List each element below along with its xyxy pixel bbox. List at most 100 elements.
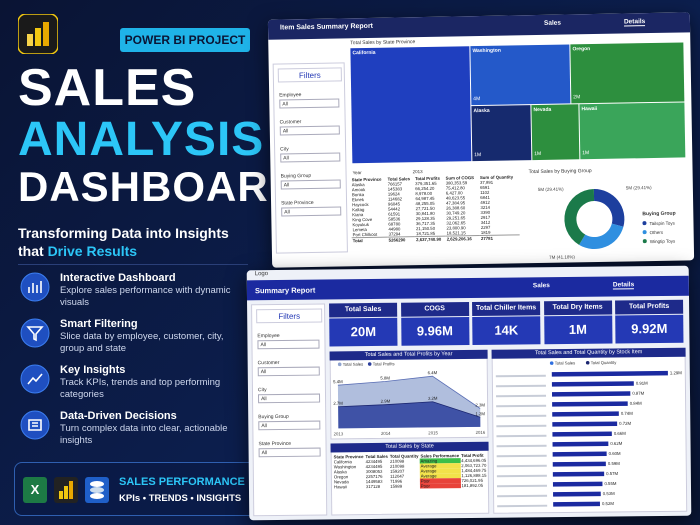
value-label: 0.57M: [606, 471, 618, 476]
bar: [551, 391, 631, 397]
table-cell: Hawaii: [333, 484, 347, 490]
label-placeholder: [495, 374, 546, 378]
value-label: 1.2M: [475, 411, 485, 416]
value-label: 0.52M: [602, 501, 614, 506]
feature-text: Turn complex data into clear, actionable…: [60, 423, 228, 446]
bar: [552, 411, 619, 417]
divider: [18, 264, 248, 265]
feature-title: Data-Driven Decisions: [60, 410, 177, 422]
tool-icons: X: [23, 477, 109, 503]
tile-label: 4M: [473, 96, 481, 103]
filter-label: Customer: [257, 359, 280, 367]
kpi-label: Total Sales: [329, 302, 398, 318]
icon-glyph: [28, 281, 42, 293]
filter-label: Buying Group: [280, 172, 312, 180]
legend-swatch: [642, 239, 647, 244]
tab[interactable]: Details: [612, 281, 635, 290]
value-label: 0.55M: [604, 481, 616, 486]
tile-label: 1M: [474, 151, 482, 159]
tile-label: 2M: [573, 94, 581, 101]
bar: [552, 461, 606, 467]
tab[interactable]: Sales: [532, 282, 550, 290]
table-cell: Total: [352, 238, 363, 244]
table-cell: 5266290: [388, 237, 406, 243]
tile-name: Hawaii: [581, 105, 598, 113]
value-label: 0.59M: [608, 461, 620, 466]
area-line: [337, 375, 481, 409]
label-placeholder: [497, 494, 548, 498]
kpi-value: 9.92M: [615, 314, 684, 344]
feature-icon: [20, 364, 50, 394]
value-label: 6.4M: [428, 370, 438, 375]
filter-select: All: [280, 179, 341, 190]
value-label: 2.3M: [475, 402, 485, 407]
value-label: 0.60M: [609, 451, 621, 456]
filter-panel: Filters Employee All Customer All City All Buyi…: [272, 62, 348, 254]
label-placeholder: [496, 404, 547, 408]
value-label: 5.8M: [380, 375, 390, 380]
label-placeholder: [496, 474, 547, 478]
kpi-label: Total Chiller Items: [472, 301, 541, 316]
table-cell: 2,629,206.16: [446, 236, 472, 242]
value-label: 2.9M: [381, 399, 391, 404]
value-label: 0.87M: [632, 391, 644, 396]
bar: [552, 421, 618, 427]
legend-swatch: [642, 221, 647, 226]
filter-label: Employee: [279, 92, 302, 99]
label-placeholder: [496, 434, 547, 438]
bar: [553, 491, 601, 497]
table-cell: 317128: [365, 483, 381, 490]
badge: POWER BI PROJECT: [120, 28, 250, 52]
tagline-highlight: Drive Results: [47, 243, 138, 260]
filter-panel: Filters Employee All Customer All City All Buyi…: [251, 303, 328, 517]
bar: [552, 441, 609, 447]
legend-entry: Others: [650, 230, 664, 235]
bar: [552, 481, 603, 487]
filter-select: All: [279, 125, 340, 136]
legend-swatch: [642, 230, 647, 235]
label-placeholder: [495, 384, 546, 388]
value-label: 3.2M: [428, 396, 438, 401]
treemap-tile: Nevada 1M: [531, 104, 580, 161]
table-year-label: Year: [352, 170, 362, 176]
data-table: State Province Total Sales Total Profits Su…: [351, 174, 520, 244]
footer-subtitle: KPIs • TRENDS • INSIGHTS: [119, 493, 242, 504]
kpi-value: 20M: [329, 317, 398, 347]
label-placeholder: [496, 444, 547, 448]
filter-label: City: [280, 146, 289, 153]
feature-text: Explore sales performance with dynamic v…: [60, 285, 231, 308]
legend-entry: Total Sales: [555, 360, 576, 365]
value-label: 0.84M: [630, 401, 642, 406]
label-placeholder: [497, 504, 548, 508]
legend-swatch: [549, 361, 554, 365]
table-cell: 2,637,740.90: [416, 236, 442, 243]
icon-glyph: [28, 419, 42, 431]
tab[interactable]: Sales: [543, 19, 562, 27]
legend-entry: Total Profits: [373, 361, 395, 366]
headline: DASHBOARD: [18, 163, 300, 210]
bar-chart: Total Sales Total Quantity 1.29M 0.91M 0.87M…: [495, 360, 682, 508]
tile-label: 1M: [582, 150, 590, 157]
x-tick-label: 2013: [334, 431, 344, 436]
tile-name: Oregon: [572, 46, 591, 53]
filters-title: Filters: [256, 308, 323, 324]
chart-title: Total Sales by State: [330, 441, 489, 453]
table-cell: 15989: [390, 483, 403, 489]
value-label: 0.72M: [619, 421, 631, 426]
label-placeholder: [496, 484, 547, 488]
filter-label: Customer: [279, 119, 302, 126]
tile-name: California: [352, 49, 376, 57]
icon-bg: [20, 410, 50, 440]
tile-name: Alaska: [473, 107, 490, 115]
label-placeholder: [496, 414, 547, 418]
table-cell: 27781: [480, 235, 493, 242]
icon-glyph: [27, 373, 43, 385]
legend-entry: Wingtip Toys: [650, 239, 676, 244]
tab[interactable]: Details: [623, 18, 646, 27]
donut-slice: [564, 189, 595, 245]
treemap-title: Total Sales by State Province: [350, 39, 416, 47]
x-tick-label: 2014: [381, 431, 391, 436]
feature-icon: [20, 318, 50, 348]
feature-icon: [20, 410, 50, 440]
filter-select: All: [280, 152, 341, 163]
